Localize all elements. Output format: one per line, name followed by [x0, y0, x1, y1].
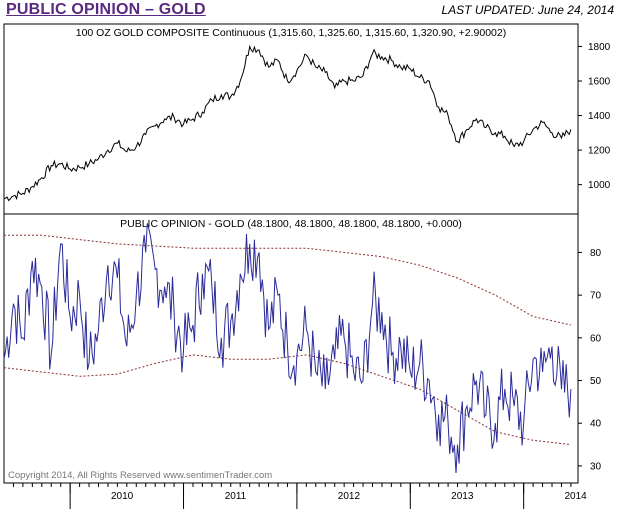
price-y-axis: 1000 1200 1400 1600 1800 [588, 42, 611, 191]
opinion-series-line [3, 223, 572, 474]
x-tick-label: 2014 [564, 491, 587, 502]
price-y-tick: 1200 [588, 146, 611, 157]
copyright-notice: Copyright 2014, All Rights Reserved www.… [8, 470, 272, 481]
x-axis: 2010 2011 2012 2013 2014 [111, 491, 587, 502]
upper-band-line [4, 234, 572, 326]
opinion-y-tick: 70 [590, 291, 602, 302]
opinion-y-tick: 80 [590, 248, 602, 259]
opinion-panel-title: PUBLIC OPINION - GOLD (48.1800, 48.1800,… [120, 218, 462, 230]
tick-marks [12, 45, 582, 509]
x-tick-label: 2013 [451, 491, 474, 502]
lower-band-line [3, 354, 571, 446]
chart-frame [3, 23, 579, 484]
x-tick-label: 2010 [111, 491, 134, 502]
price-y-tick: 1400 [588, 111, 611, 122]
x-tick-label: 2011 [225, 491, 247, 502]
price-y-tick: 1000 [588, 180, 611, 191]
opinion-y-tick: 50 [590, 376, 602, 387]
opinion-y-tick: 40 [590, 419, 602, 430]
page-title: PUBLIC OPINION – GOLD [6, 1, 206, 18]
price-y-tick: 1800 [588, 42, 611, 53]
last-updated-label: LAST UPDATED: June 24, 2014 [441, 3, 614, 17]
opinion-y-tick: 60 [590, 333, 602, 344]
price-panel-title: 100 OZ GOLD COMPOSITE Continuous (1,315.… [76, 27, 506, 39]
opinion-y-tick: 30 [590, 461, 602, 472]
x-tick-label: 2012 [338, 491, 361, 502]
price-series-line [3, 44, 572, 202]
price-y-tick: 1600 [588, 77, 611, 88]
opinion-y-axis: 30 40 50 60 70 80 [590, 248, 602, 473]
